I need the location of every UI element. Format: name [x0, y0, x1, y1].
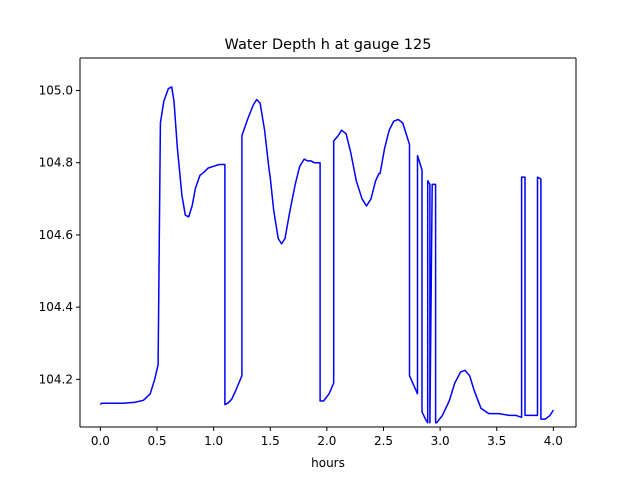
x-tick-label: 2.5	[374, 434, 393, 448]
chart-title: Water Depth h at gauge 125	[225, 37, 432, 53]
x-tick-label: 2.0	[317, 434, 336, 448]
y-tick-label: 104.6	[39, 228, 73, 242]
y-tick-label: 104.4	[39, 300, 73, 314]
series-line-0	[99, 86, 555, 424]
plot-area	[80, 58, 576, 427]
x-tick-label: 4.0	[544, 434, 563, 448]
y-tick-label: 104.8	[39, 156, 73, 170]
axes-frame	[79, 57, 577, 428]
x-tick-label: 3.0	[431, 434, 450, 448]
x-tick-label: 0.5	[147, 434, 166, 448]
x-tick-label: 1.0	[204, 434, 223, 448]
data-layer	[99, 86, 555, 424]
y-tick-label: 105.0	[39, 83, 73, 97]
y-axis-ticks: 104.2 104.4 104.6 104.8 105.0	[39, 83, 80, 386]
x-tick-label: 1.5	[261, 434, 280, 448]
x-axis-ticks: 0.0 0.5 1.0 1.5 2.0 2.5 3.0 3.5 4.0	[91, 427, 563, 448]
x-tick-label: 0.0	[91, 434, 110, 448]
x-axis-label: hours	[311, 456, 345, 470]
y-tick-label: 104.2	[39, 372, 73, 386]
x-tick-label: 3.5	[487, 434, 506, 448]
